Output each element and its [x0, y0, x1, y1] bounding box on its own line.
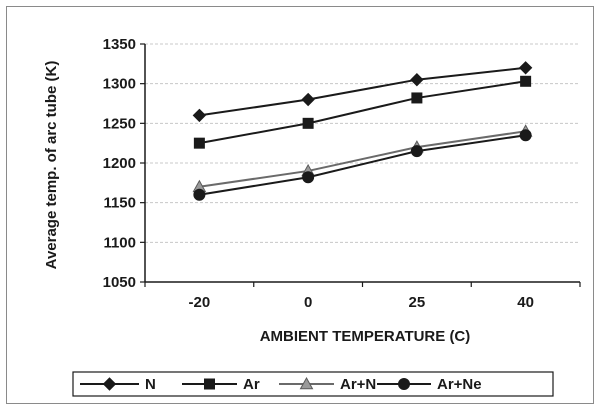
- legend-swatch-marker: [102, 377, 117, 391]
- series-ar: [193, 75, 532, 149]
- data-point: [192, 108, 207, 123]
- data-point: [301, 92, 315, 107]
- data-point: [302, 171, 315, 184]
- gridlines: [145, 43, 580, 243]
- series-group: [192, 61, 533, 201]
- x-tick-label: 40: [517, 294, 534, 311]
- y-axis-title: Average temp. of arc tube (K): [43, 61, 60, 270]
- chart-frame: [6, 6, 594, 404]
- series-n: [192, 61, 533, 123]
- axes: [140, 43, 581, 287]
- series-line: [199, 134, 526, 196]
- series-line: [199, 80, 526, 145]
- legend-label: Ar: [243, 376, 260, 393]
- y-tick-label: 1050: [103, 274, 136, 291]
- x-axis-title: AMBIENT TEMPERATURE (C): [260, 328, 471, 345]
- data-point: [410, 72, 424, 87]
- data-point: [520, 75, 532, 87]
- x-tick-label: 25: [409, 294, 426, 311]
- legend-swatch-marker: [299, 376, 314, 390]
- series-line: [199, 130, 526, 188]
- series-line: [199, 66, 526, 117]
- legend-entry: Ar+N: [279, 376, 376, 393]
- data-point: [410, 145, 423, 158]
- tick-labels: 1050 1100 1150 1200 1250 1300 1350 -20 0 25 40: [103, 36, 534, 311]
- legend-entry: Ar+Ne: [377, 376, 482, 393]
- data-point: [518, 61, 533, 75]
- x-tick-label: -20: [189, 294, 211, 311]
- data-point: [519, 129, 532, 142]
- data-point: [302, 117, 314, 129]
- data-point: [411, 92, 423, 104]
- y-tick-label: 1350: [103, 36, 136, 53]
- legend-label: Ar+N: [340, 376, 376, 393]
- data-point: [193, 137, 205, 149]
- y-tick-label: 1150: [103, 195, 136, 212]
- legend-label: N: [145, 376, 156, 393]
- data-point: [193, 188, 206, 201]
- legend: N Ar Ar+N Ar+Ne: [72, 371, 554, 397]
- y-tick-label: 1100: [103, 234, 136, 251]
- legend-swatch-marker: [398, 378, 410, 390]
- legend-entry: N: [80, 376, 156, 393]
- y-tick-label: 1200: [103, 155, 136, 172]
- legend-label: Ar+Ne: [437, 376, 482, 393]
- legend-entry: Ar: [182, 376, 260, 393]
- legend-swatch-marker: [204, 378, 215, 390]
- y-tick-label: 1300: [103, 76, 136, 93]
- y-tick-label: 1250: [103, 115, 136, 132]
- x-tick-label: 0: [304, 294, 312, 311]
- series-ar-plus-ne: [193, 129, 532, 201]
